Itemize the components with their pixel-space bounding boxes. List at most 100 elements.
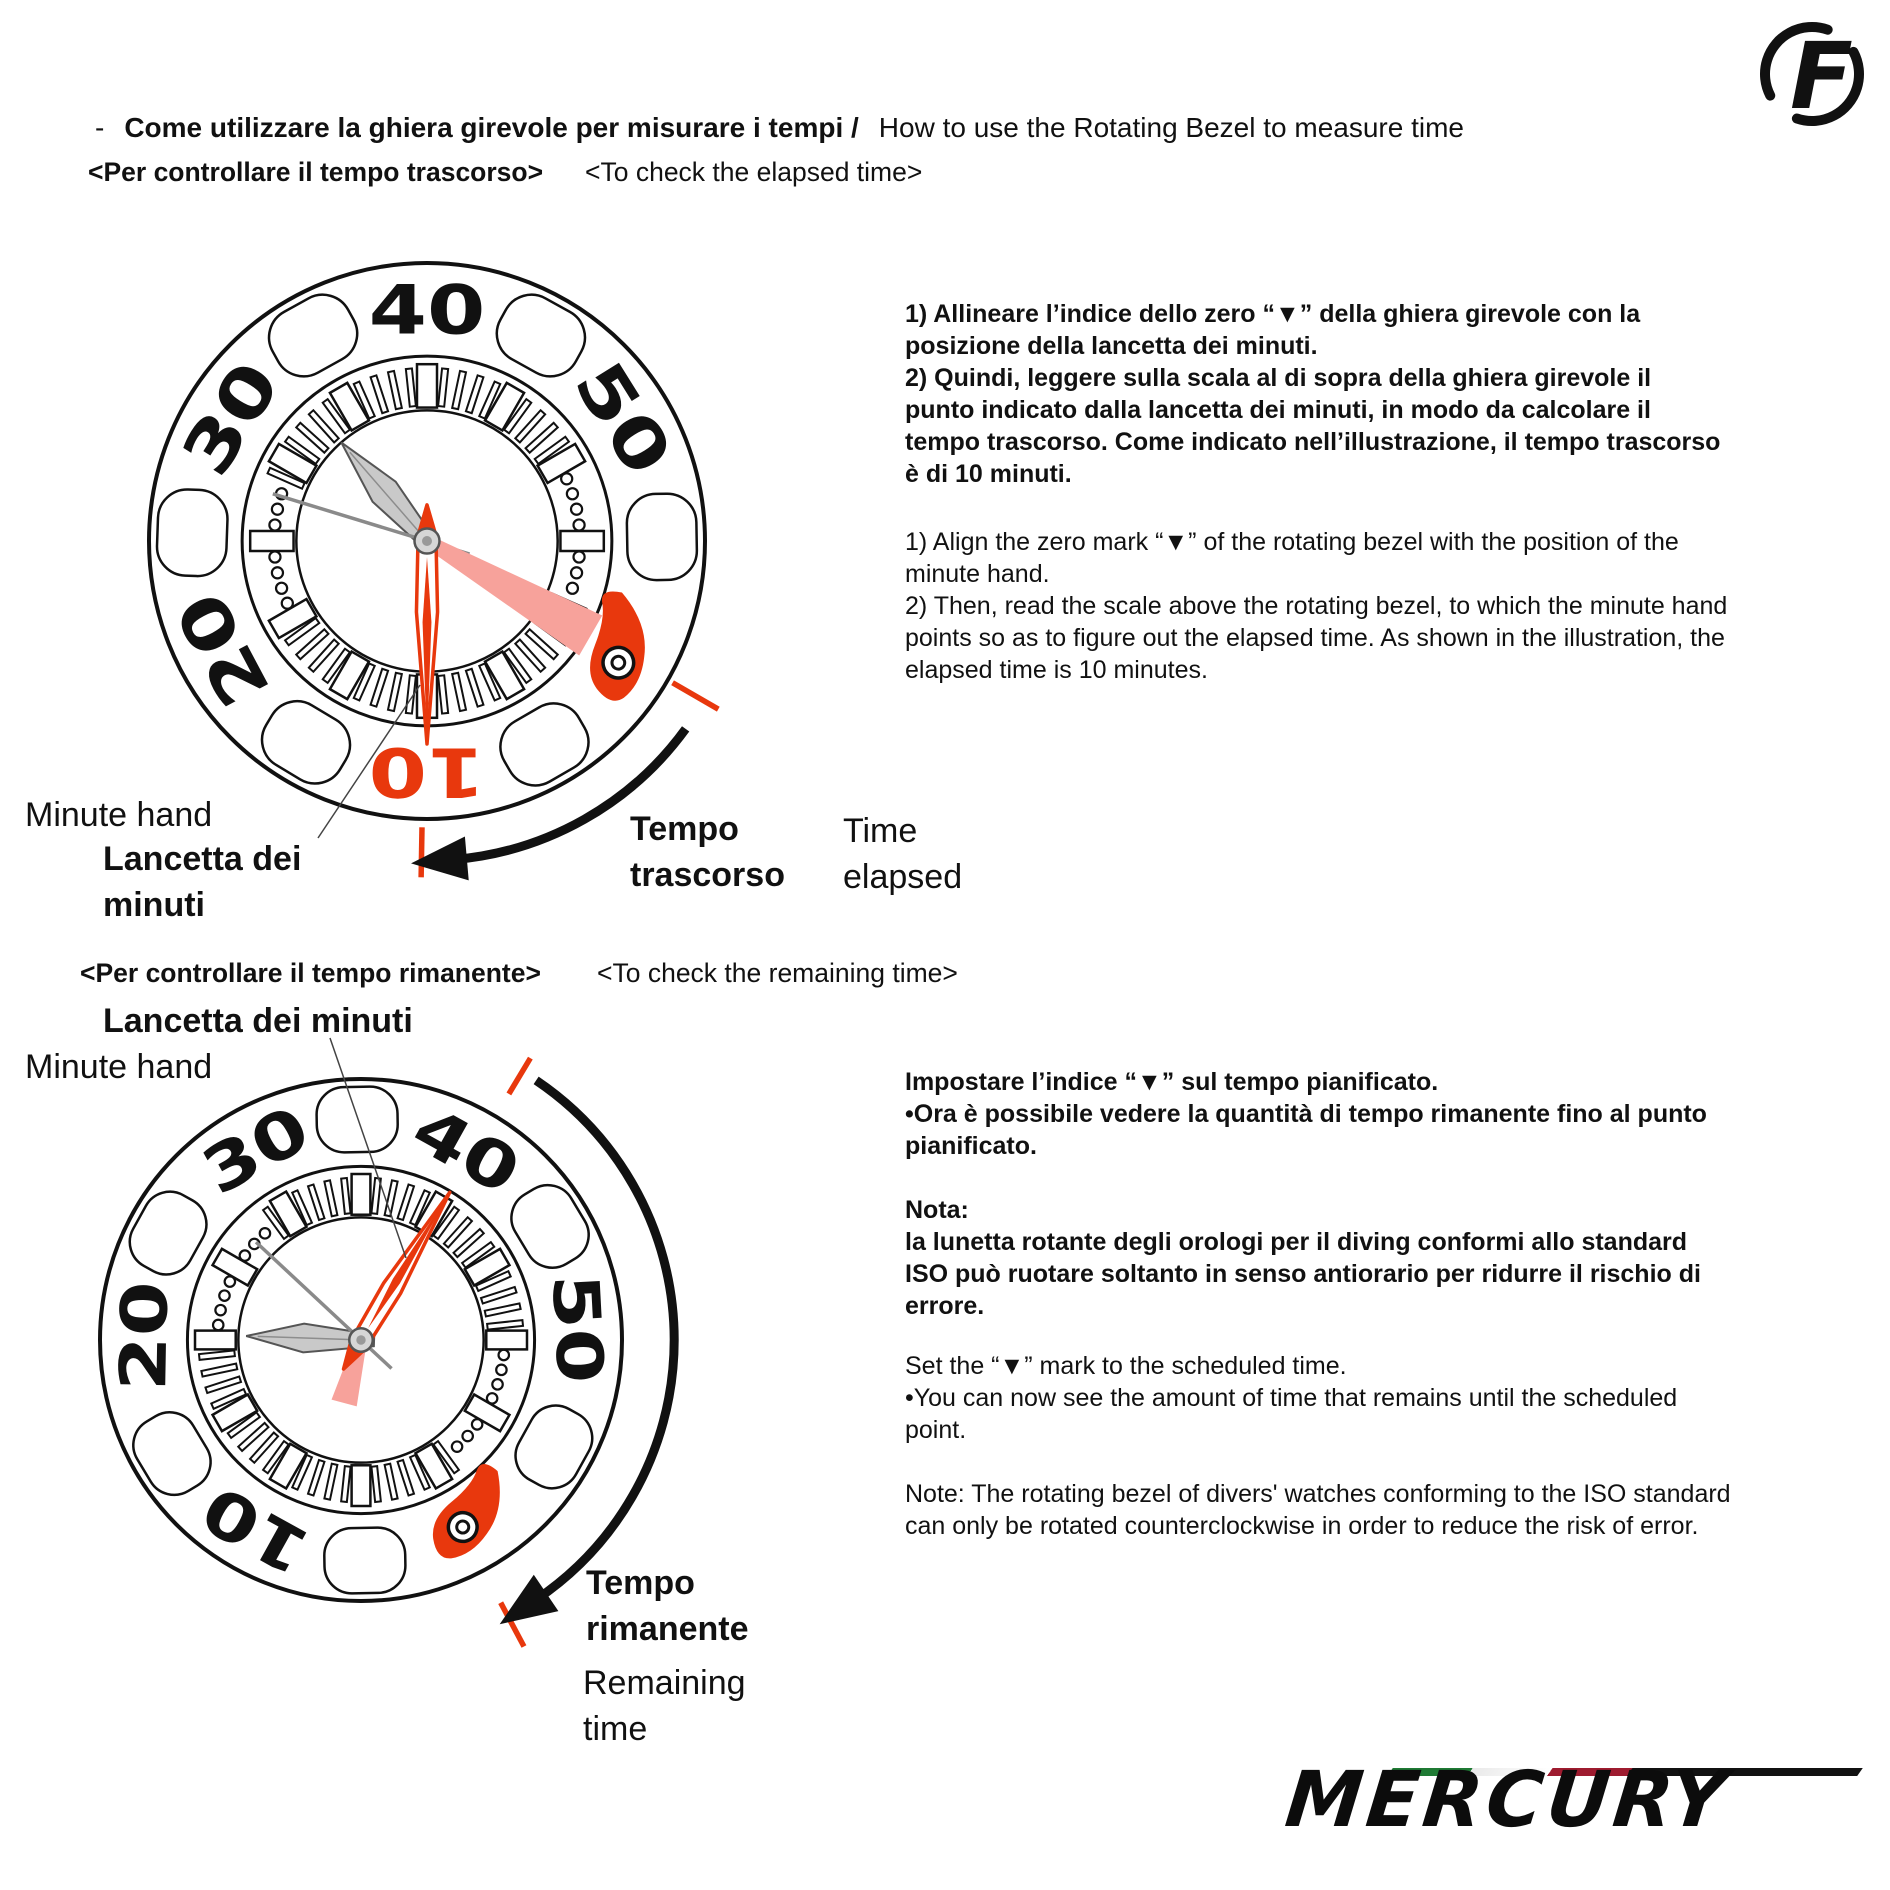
minute-track-tick (294, 421, 330, 455)
minute-track-tick (396, 1183, 416, 1222)
minute-track-tick (369, 667, 390, 708)
minute-track-tick (524, 627, 560, 661)
minute-track-bead (572, 550, 586, 564)
bezel-grip-pad (495, 293, 587, 378)
rotation-arrow-head (411, 836, 469, 881)
elapsed-minute-hand-label-en: Minute hand (25, 796, 213, 834)
bezel-grip-pad (315, 1085, 399, 1154)
minute-track-box (267, 597, 319, 640)
remaining-heading-italian: <Per controllare il tempo rimanente> (80, 958, 541, 988)
rotation-arrow-arc (454, 726, 690, 864)
minute-track-bead (569, 566, 584, 580)
bezel-grip-pad (510, 1183, 590, 1269)
minute-track-tick (340, 1176, 352, 1215)
minute-track-tick (283, 616, 321, 647)
minute-track-tick (396, 1458, 416, 1497)
minute-track-tick (226, 1410, 262, 1440)
minute-track-tick (369, 374, 390, 415)
elapsed-minute-hand-label-it: Lancetta dei minuti (103, 840, 302, 924)
minute-track-tick (352, 662, 377, 702)
callout-line (317, 684, 421, 839)
minute-track-tick (452, 1227, 486, 1259)
elapsed-instructions-english: 1) Align the zero mark “▼” of the rotati… (905, 528, 1728, 684)
minute-track-bead (560, 472, 574, 486)
minute-track-tick (294, 627, 330, 661)
minute-track-tick (477, 662, 502, 702)
minute-track-tick (408, 1188, 432, 1227)
minute-track-tick (307, 408, 341, 444)
minute-track-tick (502, 397, 533, 435)
minute-track-box (248, 529, 295, 553)
minute-track-box (267, 442, 319, 485)
minute-track-tick (450, 671, 468, 713)
minute-track-bead (280, 596, 294, 610)
remaining-heading-english: <To check the remaining time> (597, 958, 958, 988)
minute-track-tick (408, 1453, 432, 1492)
minute-track-bead (569, 502, 584, 516)
alignment-tick (418, 827, 425, 878)
minute-track-box (193, 1329, 237, 1351)
minute-track-tick (266, 466, 306, 491)
bezel-grip-pad (132, 1411, 212, 1497)
minute-track-tick (474, 1269, 513, 1293)
minute-track-tick (479, 1285, 518, 1305)
alignment-tick (498, 1601, 527, 1648)
minute-track-tick (209, 1387, 248, 1411)
elapsed-heading-italian: <Per controllare il tempo trascorso> (88, 157, 544, 187)
minute-track-tick (321, 397, 352, 435)
minute-track-tick (483, 1302, 522, 1318)
minute-hand-ghost (416, 532, 603, 656)
minute-track-tick (290, 1188, 314, 1227)
alignment-tick (506, 1056, 533, 1096)
remaining-minute-hand-label-it: Lancetta dei minuti (103, 1002, 413, 1040)
minute-track-bead (268, 550, 282, 564)
minute-track-box (328, 649, 371, 701)
elapsed-arrow-label-it: Tempo trascorso (630, 810, 785, 894)
minute-track-box (268, 1189, 309, 1238)
minute-track-box (483, 381, 526, 433)
bezel-grip-pad (128, 1190, 208, 1276)
minute-track-bead (497, 1348, 511, 1362)
minute-track-bead (572, 518, 586, 532)
bezel-zero-marker (432, 1464, 500, 1559)
minute-track-bead (211, 1318, 225, 1332)
minute-track-box (415, 362, 439, 409)
minute-track-tick (386, 369, 404, 411)
bezel-grip-pad (155, 488, 229, 578)
elapsed-instructions-italian: 1) Allineare l’indice dello zero “▼” del… (905, 300, 1721, 488)
minute-track-box (350, 1464, 372, 1508)
minute-track-bead (218, 1289, 231, 1302)
bezel-grip-pad (323, 1526, 407, 1595)
rotation-arrow-head (499, 1574, 559, 1625)
minute-track-tick (437, 367, 450, 408)
minute-track-tick (486, 1319, 525, 1331)
callout-line (329, 1037, 407, 1259)
minute-track-box (413, 1442, 454, 1491)
alignment-tick (671, 680, 720, 712)
minute-track-tick (323, 1179, 339, 1218)
minute-track-bead (450, 1440, 464, 1453)
minute-track-box (328, 381, 371, 433)
minute-track-tick (513, 408, 547, 444)
minute-track-tick (386, 671, 404, 713)
bezel-grip-pad (514, 1404, 594, 1490)
title-dash: - (95, 112, 105, 143)
remaining-arrow-label-it: Tempo rimanente (586, 1564, 749, 1648)
minute-track-bead (565, 581, 580, 595)
minute-track-tick (261, 1205, 291, 1241)
minute-track-box (463, 1247, 512, 1288)
brand-f-letter: F (1790, 23, 1853, 130)
minute-track-tick (204, 1375, 243, 1395)
minute-track-tick (533, 435, 571, 466)
minute-track-box (350, 1172, 372, 1216)
minute-track-bead (565, 487, 580, 501)
bezel-number: 20 (107, 1281, 183, 1392)
minute-track-bead (470, 1418, 484, 1431)
mercury-wordmark: MERCURY (1281, 1756, 1735, 1845)
minute-track-bead (238, 1249, 252, 1262)
minute-track-tick (306, 1183, 326, 1222)
minute-track-tick (236, 1421, 270, 1453)
minute-track-bead (214, 1303, 227, 1317)
